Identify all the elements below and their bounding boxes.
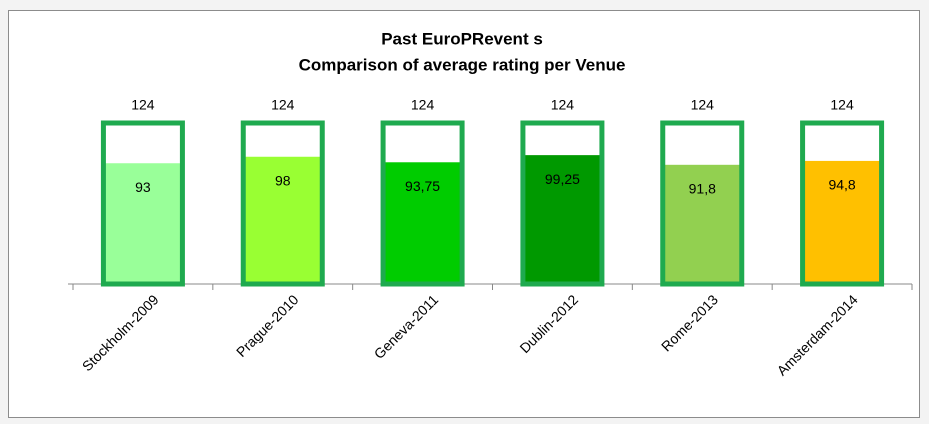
data-label: 93,75 [405, 178, 440, 194]
data-label: 124 [411, 97, 435, 113]
bar-outline [800, 120, 885, 287]
data-label: 99,25 [545, 171, 580, 187]
data-label: 98 [275, 172, 291, 188]
bar-outline [520, 120, 605, 287]
data-label: 124 [551, 97, 575, 113]
data-label: 124 [691, 97, 715, 113]
data-label: 94,8 [828, 177, 855, 193]
bar-outline [240, 120, 325, 287]
bar-fill [524, 155, 601, 284]
data-label: 124 [830, 97, 854, 113]
bar-outline [660, 120, 745, 287]
data-label: 91,8 [689, 181, 716, 197]
bar-fill [384, 162, 461, 284]
data-label: 124 [131, 97, 155, 113]
bar-fill [244, 156, 321, 284]
data-label: 124 [271, 97, 295, 113]
bar-outline [100, 120, 185, 287]
bar-fill [104, 163, 181, 284]
bar-fill [804, 160, 881, 284]
data-label: 93 [135, 179, 151, 195]
chart-title: Past EuroPRevent s [381, 29, 543, 48]
bar-outline [380, 120, 465, 287]
bar-fill [664, 164, 741, 284]
chart-subtitle: Comparison of average rating per Venue [299, 55, 626, 74]
